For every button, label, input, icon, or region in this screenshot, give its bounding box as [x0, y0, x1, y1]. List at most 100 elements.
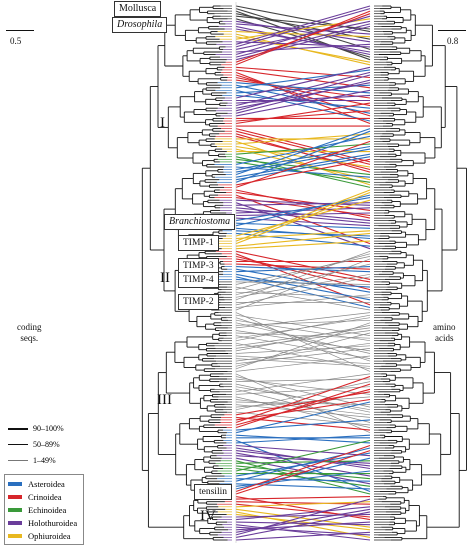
connector-line: [235, 110, 371, 122]
connector-line: [235, 258, 371, 311]
connector-line: [235, 404, 371, 418]
connector-line: [235, 8, 371, 48]
legend-swatch: [8, 507, 22, 512]
left-axis-label: coding seqs.: [17, 322, 42, 343]
connector-line: [235, 20, 371, 43]
connector-line: [235, 314, 371, 342]
legend-swatch: [8, 494, 22, 499]
connector-line: [235, 15, 371, 30]
connector-line: [235, 102, 371, 125]
connector-line: [235, 128, 371, 176]
connector-line: [235, 5, 371, 45]
connector-line: [235, 455, 371, 464]
support-label: 1–49%: [33, 456, 56, 465]
connector-line: [235, 199, 371, 206]
label-branchiostoma: Branchiostoma: [164, 214, 236, 230]
connector-line: [235, 31, 371, 38]
connector-line: [235, 140, 371, 188]
connector-line: [235, 148, 371, 173]
legend-item-crinoidea: Crinoidea: [8, 490, 80, 503]
support-legend-row-1: 50–89%: [8, 440, 60, 449]
connector-line: [235, 396, 371, 408]
connector-line: [235, 143, 371, 155]
connector-line: [235, 450, 371, 495]
coding-seq-tree: [141, 5, 232, 541]
connector-line: [235, 276, 371, 309]
connector-line: [235, 444, 371, 493]
connector-line: [235, 373, 371, 393]
connector-line: [235, 232, 371, 247]
clade-label-II: II: [160, 270, 170, 286]
connector-line: [235, 158, 371, 176]
connector-line: [235, 10, 371, 66]
label-tensilin: tensilin: [194, 484, 232, 500]
connector-line: [235, 140, 371, 186]
label-mollusca: Mollusca: [114, 1, 162, 17]
connector-line: [235, 128, 371, 163]
connector-line: [235, 82, 371, 109]
legend-swatch: [8, 520, 22, 525]
legend-label: Ophiuroidea: [28, 530, 71, 541]
connector-line: [235, 145, 371, 171]
connector-line: [235, 135, 371, 165]
connector-line: [235, 355, 371, 365]
connector-line: [235, 327, 371, 347]
connector-line: [235, 312, 371, 329]
clade-label-III: III: [157, 392, 172, 408]
legend-item-echinoidea: Echinoidea: [8, 503, 80, 516]
connector-line: [235, 23, 371, 58]
connector-line: [235, 358, 371, 367]
connector-line: [235, 133, 371, 145]
left-scale-bar: [6, 30, 34, 31]
connector-line: [235, 388, 371, 426]
connector-line: [235, 398, 371, 421]
connector-line: [235, 330, 371, 349]
legend-item-holothuroidea: Holothuroidea: [8, 516, 80, 529]
connector-line: [235, 378, 371, 382]
connector-line: [235, 71, 371, 125]
connector-line: [235, 386, 371, 411]
connector-line: [235, 375, 371, 424]
connector-line: [235, 89, 371, 122]
connector-line: [235, 263, 371, 296]
connector-line: [235, 273, 371, 301]
connector-line: [235, 217, 371, 227]
connector-line: [235, 43, 371, 53]
connector-line: [235, 381, 371, 411]
label-timp3: TIMP-3: [178, 258, 219, 274]
label-drosophila: Drosophila: [112, 17, 168, 33]
connector-line: [235, 322, 371, 370]
connector-line: [235, 66, 371, 99]
connector-line: [235, 294, 371, 308]
connector-line: [235, 79, 371, 114]
connector-line: [235, 325, 371, 352]
connector-line: [235, 94, 371, 104]
connector-line: [235, 250, 371, 301]
connector-line: [235, 483, 371, 490]
support-label: 90–100%: [33, 424, 64, 433]
connector-line: [235, 501, 371, 505]
connector-line: [235, 314, 371, 336]
connector-line: [235, 250, 371, 280]
legend-label: Echinoidea: [28, 504, 67, 515]
right-scale-bar: [438, 30, 466, 31]
connector-line: [235, 498, 371, 536]
connector-line: [235, 439, 371, 472]
connector-line: [235, 521, 371, 526]
connector-line: [235, 506, 371, 521]
connector-line: [235, 212, 371, 217]
connector-line: [235, 253, 371, 290]
legend-swatch: [8, 481, 22, 486]
connector-line: [235, 478, 371, 482]
label-timp2: TIMP-2: [178, 294, 219, 310]
connector-line: [235, 511, 371, 538]
connector-line: [235, 501, 371, 508]
right-axis-label: amino acids: [433, 322, 456, 343]
legend-label: Holothuroidea: [28, 517, 78, 528]
clade-label-I: I: [160, 115, 165, 131]
connector-line: [235, 191, 371, 245]
legend-label: Asteroidea: [28, 478, 65, 489]
connector-line: [235, 156, 371, 181]
connector-line: [235, 460, 371, 464]
